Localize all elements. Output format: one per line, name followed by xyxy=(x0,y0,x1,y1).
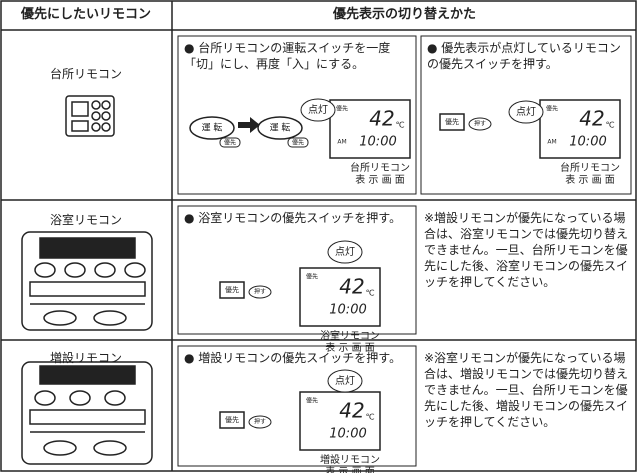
display-caption: 台所リモコン xyxy=(560,161,620,174)
time-value: 10:00 xyxy=(329,427,366,442)
bath-remote-icon xyxy=(21,231,153,331)
lamp-bubble xyxy=(300,98,336,122)
temp-value: 42 xyxy=(339,275,364,299)
press-tag-label: 押す xyxy=(474,120,486,128)
display-caption: 表 示 画 面 xyxy=(355,173,405,186)
priority-tag xyxy=(287,137,309,148)
priority-tag-label: 優先 xyxy=(224,139,236,147)
priority-tag xyxy=(219,137,241,148)
switch-label: 運 転 xyxy=(202,123,223,134)
press-tag-label: 押す xyxy=(254,288,266,296)
time-value: 10:00 xyxy=(359,135,396,150)
lamp-bubble xyxy=(508,100,544,124)
step-box xyxy=(177,35,417,195)
lamp-label: 点灯 xyxy=(335,375,355,387)
display-caption: 増設リモコン xyxy=(320,453,380,466)
lamp-bubble xyxy=(327,240,363,264)
temp-unit: ℃ xyxy=(396,121,405,130)
press-tag-label: 押す xyxy=(254,418,266,426)
note: ※浴室リモコンが優先になっている場合は、増設リモコンでは優先切り替えできません。… xyxy=(424,351,629,429)
temp-value: 42 xyxy=(339,399,364,423)
remote-name: 台所リモコン xyxy=(49,67,122,81)
arrow xyxy=(238,117,260,133)
priority-button xyxy=(219,281,245,299)
switch-button xyxy=(189,116,235,140)
time-value: 10:00 xyxy=(329,303,366,318)
lamp-label: 点灯 xyxy=(516,106,536,118)
step-box xyxy=(420,35,632,195)
extra-remote-icon xyxy=(21,361,153,465)
temp-value: 42 xyxy=(579,107,604,131)
remote-name: 浴室リモコン xyxy=(49,213,122,227)
column-header: 優先表示の切り替えかた xyxy=(332,7,476,22)
priority-button-label: 優先 xyxy=(445,117,459,126)
column-header: 優先にしたいリモコン xyxy=(20,7,151,22)
lamp-label: 点灯 xyxy=(335,246,355,258)
lcd-screen xyxy=(299,267,381,327)
priority-mark: 優先 xyxy=(336,105,348,113)
note: ※増設リモコンが優先になっている場合は、浴室リモコンでは優先切り替えできません。… xyxy=(424,211,629,289)
display-caption: 台所リモコン xyxy=(350,161,410,174)
temp-unit: ℃ xyxy=(606,121,615,130)
priority-button xyxy=(219,411,245,429)
lcd-screen xyxy=(539,99,621,159)
lamp-label: 点灯 xyxy=(308,104,328,116)
press-tag xyxy=(468,117,492,131)
priority-mark: 優先 xyxy=(306,397,318,405)
kitchen-remote-icon xyxy=(65,95,115,137)
priority-button-label: 優先 xyxy=(225,415,239,424)
press-tag xyxy=(248,415,272,429)
instruction: ● 優先表示が点灯しているリモコンの優先スイッチを押す。 xyxy=(427,41,621,71)
am-label: AM xyxy=(547,139,556,146)
temp-value: 42 xyxy=(369,107,394,131)
cell-boxes xyxy=(177,35,632,467)
step-box xyxy=(177,205,417,335)
priority-button xyxy=(439,113,465,131)
lcd-screen xyxy=(329,99,411,159)
temp-unit: ℃ xyxy=(366,289,375,298)
display-caption: 表 示 画 面 xyxy=(325,341,375,354)
display-caption: 表 示 画 面 xyxy=(325,465,375,473)
instruction: ● 増設リモコンの優先スイッチを押す。 xyxy=(184,351,402,365)
priority-mark: 優先 xyxy=(306,273,318,281)
switch-label: 運 転 xyxy=(270,123,291,134)
time-value: 10:00 xyxy=(569,135,606,150)
lamp-bubble xyxy=(327,369,363,393)
remote-name: 増設リモコン xyxy=(49,351,122,365)
instruction: ● 台所リモコンの運転スイッチを一度「切」にし、再度「入」にする。 xyxy=(184,41,391,71)
step-box xyxy=(177,345,417,467)
am-label: AM xyxy=(337,139,346,146)
instruction: ● 浴室リモコンの優先スイッチを押す。 xyxy=(184,211,402,225)
switch-button xyxy=(257,116,303,140)
priority-tag-label: 優先 xyxy=(292,139,304,147)
priority-button-label: 優先 xyxy=(225,285,239,294)
temp-unit: ℃ xyxy=(366,413,375,422)
display-caption: 表 示 画 面 xyxy=(565,173,615,186)
priority-mark: 優先 xyxy=(546,105,558,113)
press-tag xyxy=(248,285,272,299)
display-caption: 浴室リモコン xyxy=(320,329,380,342)
